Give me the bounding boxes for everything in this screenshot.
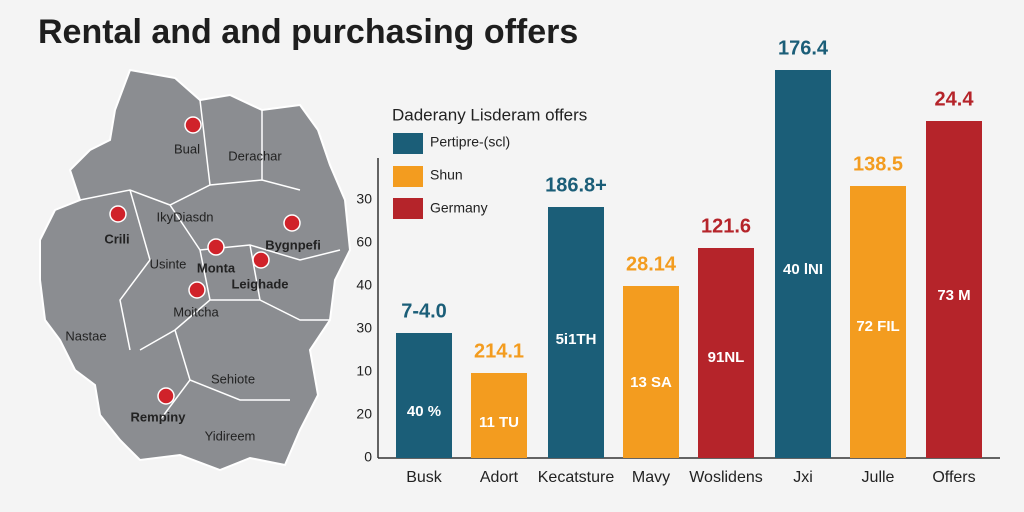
bar [396,333,452,458]
bars: 7-4.0 40 % Busk 214.1 11 TU Adort 186.8+ 5i1TH K… [396,37,982,486]
x-tick-label: Adort [480,469,519,486]
pin [188,281,206,299]
bar [698,248,754,458]
y-tick-label: 0 [364,449,372,465]
legend-swatch [393,198,423,219]
bar [775,70,831,458]
legend: Daderany Lisderam offers Pertipre-(scl) … [392,105,587,219]
bar-top-label: 7-4.0 [401,300,447,322]
map: Bual Derachar Crili IkyDiasdn Usinte Mon… [39,68,352,472]
legend-swatch [393,166,423,187]
bar-inner-label: 73 M [937,287,970,304]
bar-inner-label: 13 SA [630,374,672,391]
bar-inner-label: 40 lNI [783,261,823,278]
bar-top-label: 186.8+ [545,174,607,196]
map-label: IkyDiasdn [156,209,213,224]
map-label: Bual [174,141,200,156]
title: Rental and and purchasing offers [38,13,578,51]
bar [926,121,982,458]
map-label: Rempiny [131,409,187,424]
pin [283,214,301,232]
pin [252,251,270,269]
map-label: Crili [104,231,129,246]
bar-top-label: 176.4 [778,37,829,59]
y-tick-label: 40 [356,277,372,293]
bar-top-label: 214.1 [474,340,524,362]
x-tick-label: Busk [406,469,443,486]
y-tick-label: 20 [356,406,372,422]
x-tick-label: Offers [932,469,975,486]
bar-inner-label: 40 % [407,403,441,420]
region-borders [79,99,341,421]
y-tick-label: 30 [356,191,372,207]
bar-top-label: 24.4 [935,88,975,110]
map-label: Derachar [228,148,282,163]
bar [471,373,527,458]
legend-label: Germany [430,200,488,216]
x-tick-label: Jxi [793,469,813,486]
legend-swatch [393,133,423,154]
x-tick-label: Woslidens [689,469,763,486]
legend-label: Shun [430,167,463,183]
country-shape [39,68,352,472]
pin [207,238,225,256]
legend-title: Daderany Lisderam offers [392,105,587,124]
map-label: Yidireem [205,428,256,443]
legend-label: Pertipre-(scl) [430,134,510,150]
y-tick-label: 60 [356,234,372,250]
map-label: Leighade [231,276,288,291]
map-label: Usinte [150,256,187,271]
x-tick-label: Mavy [632,469,670,486]
bar-inner-label: 91NL [708,349,745,366]
map-label: Moitcha [173,304,219,319]
bar-top-label: 28.14 [626,253,677,275]
pins [109,116,301,405]
map-label: Bygnpefi [265,237,321,252]
bar-top-label: 138.5 [853,153,903,175]
bar [623,286,679,458]
map-label: Sehiote [211,371,255,386]
x-tick-label: Kecatsture [538,469,615,486]
bar-inner-label: 5i1TH [556,331,597,348]
map-label: Monta [197,260,236,275]
bar [850,186,906,458]
y-tick-label: 10 [356,363,372,379]
map-label: Nastae [65,328,106,343]
bar-inner-label: 11 TU [479,414,519,431]
pin [157,387,175,405]
pin [109,205,127,223]
bar-top-label: 121.6 [701,215,751,237]
bar-inner-label: 72 FIL [856,318,899,335]
bar [548,207,604,458]
pin [184,116,202,134]
x-tick-label: Julle [862,469,895,486]
y-tick-label: 30 [356,320,372,336]
